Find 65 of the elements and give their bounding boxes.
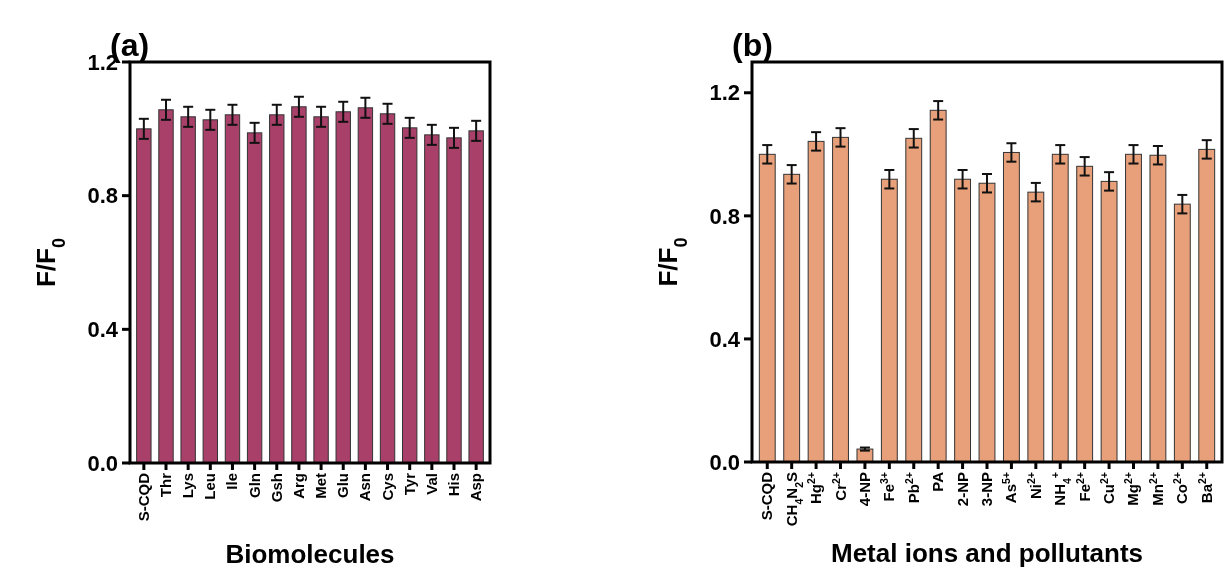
- bar: [783, 173, 801, 463]
- x-tick-label: S-CQD: [758, 471, 776, 521]
- chart-title: (b): [732, 27, 773, 63]
- bar: [1002, 151, 1020, 463]
- bar: [224, 114, 241, 464]
- bar: [202, 119, 219, 464]
- bar: [468, 130, 484, 464]
- bar: [1076, 165, 1094, 463]
- x-tick-label: 4-NP: [855, 472, 873, 507]
- bar: [1051, 153, 1069, 463]
- bar: [1027, 191, 1045, 463]
- bar: [446, 137, 462, 464]
- bar: [424, 134, 440, 464]
- bar: [929, 109, 947, 463]
- y-tick-label: 0.8: [87, 183, 118, 209]
- bar: [158, 109, 174, 464]
- x-tick-label: 3-NP: [978, 472, 995, 507]
- bar: [807, 140, 825, 463]
- x-tick-label: Tyr: [400, 472, 418, 496]
- bar: [1173, 203, 1191, 463]
- y-tick-label: 0.0: [709, 449, 740, 475]
- y-tick-label: 1.2: [709, 80, 740, 106]
- x-tick-label: His: [445, 473, 462, 497]
- x-axis-title: Metal ions and pollutants: [830, 538, 1144, 568]
- bar: [880, 178, 898, 463]
- bar: [1125, 153, 1142, 463]
- x-tick-label: Asp: [467, 473, 485, 502]
- y-tick-label: 0.4: [87, 317, 119, 343]
- bar: [335, 111, 351, 464]
- bar: [269, 114, 285, 464]
- bar: [357, 107, 374, 464]
- bar: [832, 136, 849, 463]
- y-tick-label: 0.8: [709, 203, 740, 229]
- x-tick-label: Val: [422, 473, 440, 495]
- bar: [1100, 180, 1118, 463]
- bar: [136, 128, 152, 464]
- bar: [1198, 148, 1216, 463]
- x-tick-label: Thr: [157, 472, 174, 498]
- x-tick-label: Ile: [223, 473, 241, 490]
- x-tick-label: Asn: [356, 473, 374, 502]
- x-tick-label: Lys: [179, 473, 197, 499]
- bar: [246, 132, 263, 464]
- bar: [954, 178, 972, 463]
- bar: [180, 116, 196, 464]
- bar: [401, 127, 418, 464]
- x-tick-label: Met: [312, 473, 330, 499]
- x-tick-label: PA: [929, 471, 947, 492]
- bar: [758, 153, 776, 463]
- bar: [291, 106, 307, 464]
- x-tick-label: Cys: [378, 473, 396, 501]
- bar: [1149, 154, 1167, 463]
- x-tick-label: Gln: [245, 473, 263, 498]
- x-axis-title: Biomolecules: [225, 539, 395, 569]
- x-tick-label: 2-NP: [953, 472, 971, 507]
- y-tick-label: 0.0: [87, 450, 118, 476]
- bar: [313, 116, 329, 464]
- x-tick-label: Leu: [201, 473, 219, 500]
- x-tick-label: Glu: [334, 473, 352, 498]
- y-tick-label: 0.4: [709, 326, 741, 352]
- bar: [978, 182, 996, 463]
- bar: [905, 137, 923, 463]
- x-tick-label: Arg: [289, 473, 307, 499]
- bar: [379, 113, 396, 464]
- x-tick-label: Gsh: [267, 473, 285, 503]
- x-tick-label: S-CQD: [134, 472, 152, 522]
